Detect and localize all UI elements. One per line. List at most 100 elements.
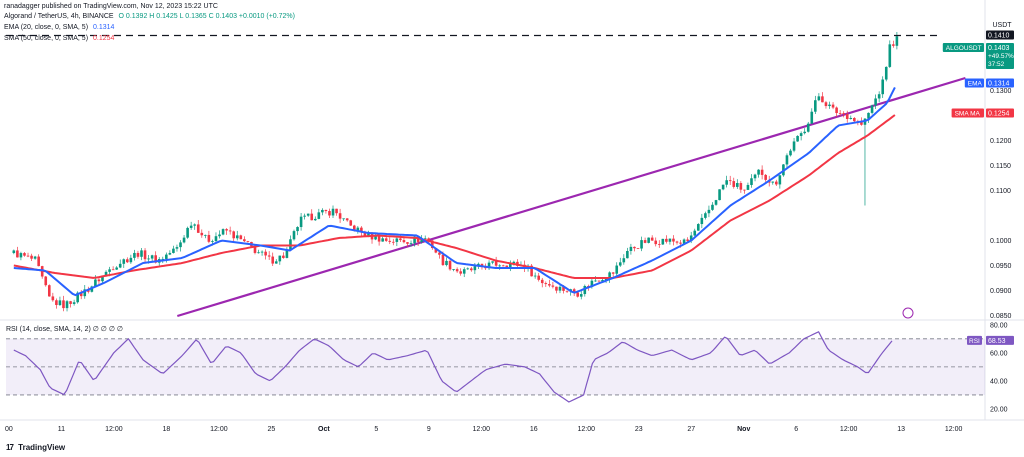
candle-body [750, 178, 753, 185]
sma-legend-label: SMA (50, close, 0, SMA, 5) [4, 35, 89, 42]
candle-body [789, 150, 792, 156]
candle-body [108, 269, 111, 272]
candle-body [686, 239, 689, 242]
candle-body [594, 280, 597, 282]
rsi-name-tag [967, 335, 982, 345]
candle-body [725, 180, 728, 185]
tradingview-branding[interactable]: 17 TradingView [6, 443, 65, 452]
candle-body [409, 243, 413, 244]
candle-body [626, 250, 629, 259]
candle-body [133, 252, 136, 258]
candle-body [264, 251, 267, 256]
candle-body [558, 286, 562, 291]
candle-body [576, 292, 580, 297]
time-tick-label: Oct [318, 426, 330, 433]
candle-body [352, 225, 356, 231]
candle-body [30, 255, 33, 259]
candle-body [196, 224, 200, 233]
price-tick-label: 0.1200 [990, 138, 1012, 145]
price-tick-label: 0.0850 [990, 313, 1012, 320]
candle-body [672, 238, 675, 242]
candle-body [395, 238, 399, 242]
candle-body [505, 265, 509, 268]
candle-body [753, 174, 757, 179]
currency-label: USDT [992, 22, 1012, 29]
candle-body [76, 292, 79, 303]
ema-legend[interactable]: EMA (20, close, 0, SMA, 5) 0.1314 [4, 23, 114, 32]
candle-body [764, 174, 767, 180]
sma-line [13, 114, 896, 279]
candle-body [44, 276, 48, 286]
candle-body [874, 98, 877, 106]
candle-body [399, 238, 402, 241]
candle-body [154, 255, 157, 263]
candle-body [193, 224, 196, 226]
candle-body [381, 238, 384, 242]
candle-body [83, 289, 87, 297]
price-tag [986, 78, 1014, 88]
candle-body [771, 181, 775, 183]
candle-body [225, 229, 228, 231]
price-tag-value: 0.1410 [988, 33, 1010, 40]
candle-body [597, 280, 601, 282]
candle-body [246, 241, 250, 242]
candle-body [881, 79, 885, 95]
candle-body [12, 250, 16, 253]
candle-body [438, 252, 441, 255]
candle-body [743, 189, 746, 191]
candle-body [391, 241, 395, 243]
sma-legend[interactable]: SMA (50, close, 0, SMA, 5) 0.1254 [4, 34, 114, 43]
price-tick-label: 0.1100 [990, 188, 1011, 195]
candle-body [235, 235, 239, 239]
candle-body [817, 96, 821, 101]
time-tick-label: 16 [530, 426, 538, 433]
rsi-legend[interactable]: RSI (14, close, SMA, 14, 2) ∅ ∅ ∅ ∅ [6, 325, 123, 333]
candle-body [211, 241, 214, 242]
candle-body [214, 236, 218, 242]
rsi-line [13, 331, 893, 403]
candle-body [122, 259, 126, 264]
ema-legend-value: 0.1314 [92, 24, 115, 31]
candle-body [388, 240, 392, 242]
candle-body [647, 237, 650, 243]
candle-body [168, 252, 172, 255]
candle-body [555, 286, 558, 291]
candle-body [328, 211, 331, 216]
rsi-value-tag [986, 335, 1014, 345]
candle-body [746, 184, 750, 190]
candle-body [413, 236, 416, 244]
candle-body [732, 181, 736, 187]
alert-icon [902, 307, 914, 319]
candle-body [700, 217, 704, 225]
candle-body [562, 286, 565, 291]
candle-body [470, 268, 473, 271]
candle-body [94, 279, 97, 287]
candle-body [228, 230, 232, 232]
candle-body [200, 232, 204, 236]
candle-body [97, 279, 101, 282]
candle-body [306, 213, 310, 216]
candle-body [189, 225, 193, 228]
candle-body [338, 213, 342, 219]
rsi-value-label: 68.53 [988, 338, 1006, 345]
candle-body [583, 286, 587, 295]
time-tick-label: 18 [162, 426, 170, 433]
time-tick-label: 00 [5, 426, 13, 433]
candle-body [888, 44, 892, 67]
published-line: ranadagger published on TradingView.com,… [4, 2, 218, 11]
candle-body [877, 94, 881, 99]
candle-body [310, 213, 314, 221]
candle-body [757, 169, 760, 175]
candle-body [704, 213, 707, 218]
price-tag [986, 43, 1014, 69]
candle-body [466, 268, 470, 270]
candle-body [47, 285, 51, 297]
symbol-title: Algorand / TetherUS, 4h, BINANCE [4, 13, 114, 20]
candle-body [711, 204, 714, 210]
time-tick-label: 12:00 [473, 426, 491, 433]
candle-body [147, 258, 150, 260]
candle-body [182, 237, 186, 243]
price-tag-value: 0.1314 [988, 81, 1010, 88]
